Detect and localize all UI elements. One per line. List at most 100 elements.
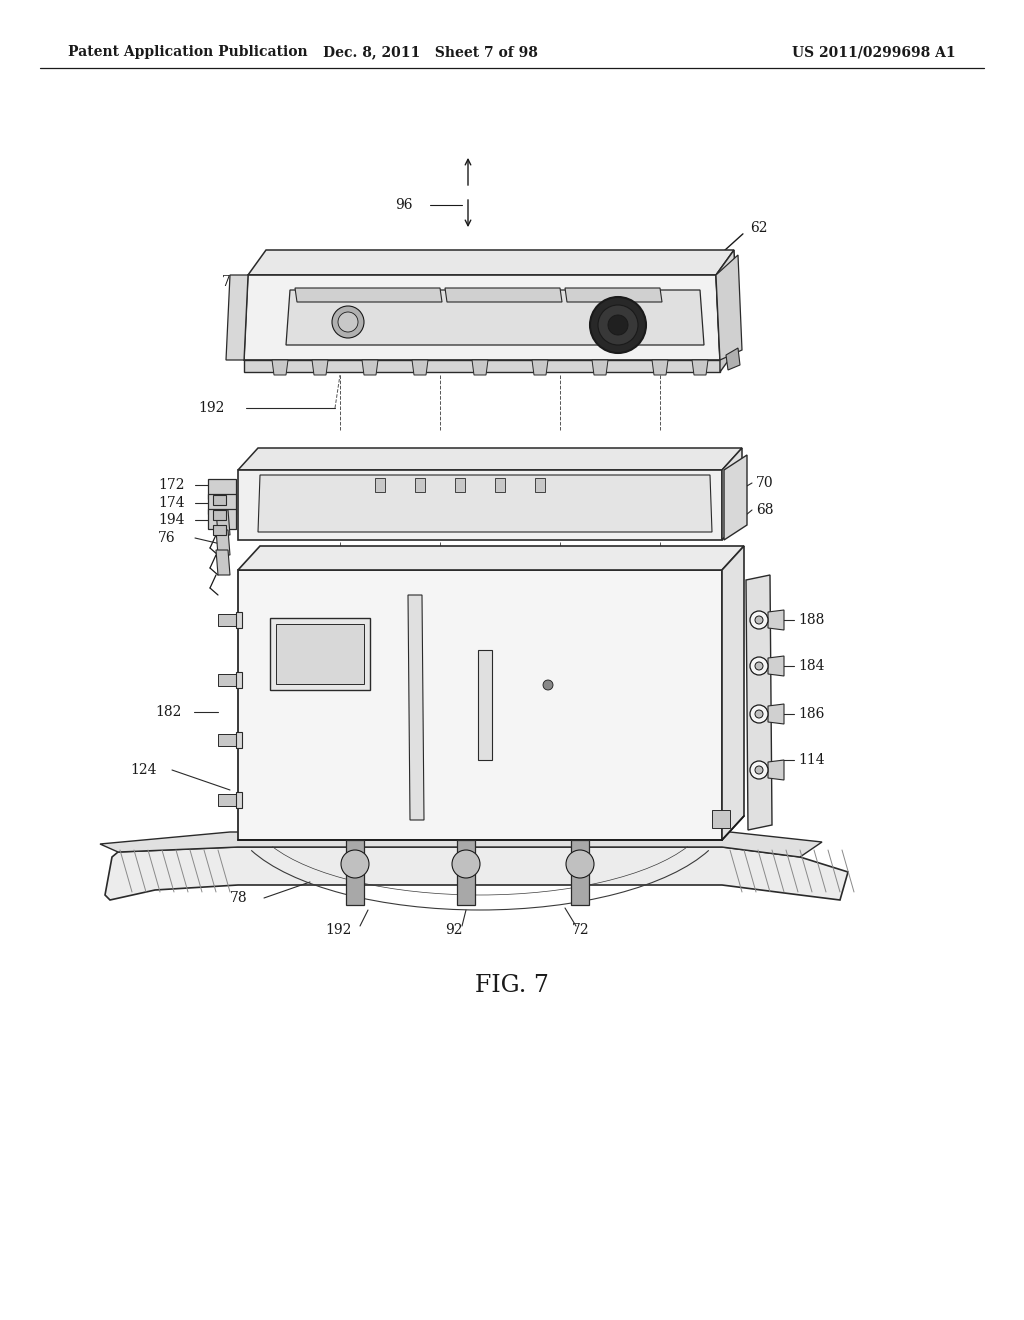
Polygon shape (270, 618, 370, 690)
Polygon shape (105, 847, 848, 900)
Circle shape (750, 762, 768, 779)
Polygon shape (236, 792, 242, 808)
Polygon shape (362, 360, 378, 375)
Text: FIG. 7: FIG. 7 (475, 974, 549, 997)
Text: 62: 62 (750, 220, 768, 235)
Polygon shape (213, 495, 226, 506)
Polygon shape (216, 550, 230, 576)
Circle shape (452, 850, 480, 878)
Polygon shape (716, 249, 738, 360)
Polygon shape (226, 275, 248, 360)
Text: 124: 124 (130, 763, 157, 777)
Circle shape (332, 306, 364, 338)
Polygon shape (768, 704, 784, 723)
Circle shape (590, 297, 646, 352)
Circle shape (608, 315, 628, 335)
Polygon shape (244, 360, 720, 372)
Polygon shape (716, 255, 742, 360)
Text: 68: 68 (756, 503, 773, 517)
Polygon shape (238, 570, 722, 840)
Circle shape (598, 305, 638, 345)
Polygon shape (218, 614, 236, 626)
Polygon shape (532, 360, 548, 375)
Polygon shape (272, 360, 288, 375)
Circle shape (750, 611, 768, 630)
Polygon shape (722, 447, 742, 540)
Polygon shape (592, 360, 608, 375)
Polygon shape (535, 478, 545, 492)
Circle shape (750, 657, 768, 675)
Polygon shape (244, 275, 720, 360)
Text: 184: 184 (798, 659, 824, 673)
Circle shape (750, 705, 768, 723)
Polygon shape (375, 478, 385, 492)
Polygon shape (213, 525, 226, 535)
Polygon shape (495, 478, 505, 492)
Polygon shape (312, 360, 328, 375)
Polygon shape (218, 795, 236, 807)
Text: 188: 188 (798, 612, 824, 627)
Polygon shape (724, 455, 746, 540)
Text: 172: 172 (158, 478, 184, 492)
Polygon shape (236, 672, 242, 688)
Text: 192: 192 (325, 923, 351, 937)
Text: 192: 192 (198, 401, 224, 414)
Polygon shape (712, 810, 730, 828)
Text: 76: 76 (158, 531, 176, 545)
Text: 96: 96 (395, 198, 413, 213)
Polygon shape (412, 360, 428, 375)
Polygon shape (652, 360, 668, 375)
Polygon shape (100, 832, 822, 857)
Polygon shape (472, 360, 488, 375)
Text: 92: 92 (445, 923, 463, 937)
Polygon shape (571, 840, 589, 906)
Text: 194: 194 (158, 513, 184, 527)
Polygon shape (346, 840, 364, 906)
Polygon shape (408, 595, 424, 820)
Polygon shape (478, 649, 492, 760)
Circle shape (543, 680, 553, 690)
Circle shape (566, 850, 594, 878)
Polygon shape (295, 288, 442, 302)
Polygon shape (768, 760, 784, 780)
Text: 72: 72 (572, 923, 590, 937)
Polygon shape (415, 478, 425, 492)
Polygon shape (213, 510, 226, 520)
Polygon shape (457, 840, 475, 906)
Polygon shape (208, 479, 236, 499)
Polygon shape (208, 510, 236, 529)
Circle shape (755, 663, 763, 671)
Text: 174: 174 (158, 496, 184, 510)
Text: Patent Application Publication: Patent Application Publication (68, 45, 307, 59)
Text: 70: 70 (756, 477, 773, 490)
Polygon shape (216, 531, 230, 554)
Circle shape (341, 850, 369, 878)
Text: 182: 182 (155, 705, 181, 719)
Polygon shape (236, 612, 242, 628)
Polygon shape (720, 335, 738, 372)
Polygon shape (286, 290, 705, 345)
Text: Dec. 8, 2011   Sheet 7 of 98: Dec. 8, 2011 Sheet 7 of 98 (323, 45, 538, 59)
Text: 78: 78 (230, 891, 248, 906)
Polygon shape (445, 288, 562, 302)
Polygon shape (236, 733, 242, 748)
Polygon shape (692, 360, 708, 375)
Polygon shape (218, 675, 236, 686)
Text: US 2011/0299698 A1: US 2011/0299698 A1 (793, 45, 956, 59)
Text: 114: 114 (798, 752, 824, 767)
Text: 74: 74 (222, 275, 240, 289)
Circle shape (338, 312, 358, 333)
Polygon shape (238, 546, 744, 570)
Polygon shape (768, 656, 784, 676)
Polygon shape (238, 470, 722, 540)
Polygon shape (248, 249, 734, 275)
Polygon shape (238, 447, 742, 470)
Text: 186: 186 (798, 708, 824, 721)
Polygon shape (218, 734, 236, 746)
Polygon shape (455, 478, 465, 492)
Polygon shape (208, 494, 236, 513)
Polygon shape (768, 610, 784, 630)
Circle shape (755, 710, 763, 718)
Circle shape (755, 766, 763, 774)
Polygon shape (726, 348, 740, 370)
